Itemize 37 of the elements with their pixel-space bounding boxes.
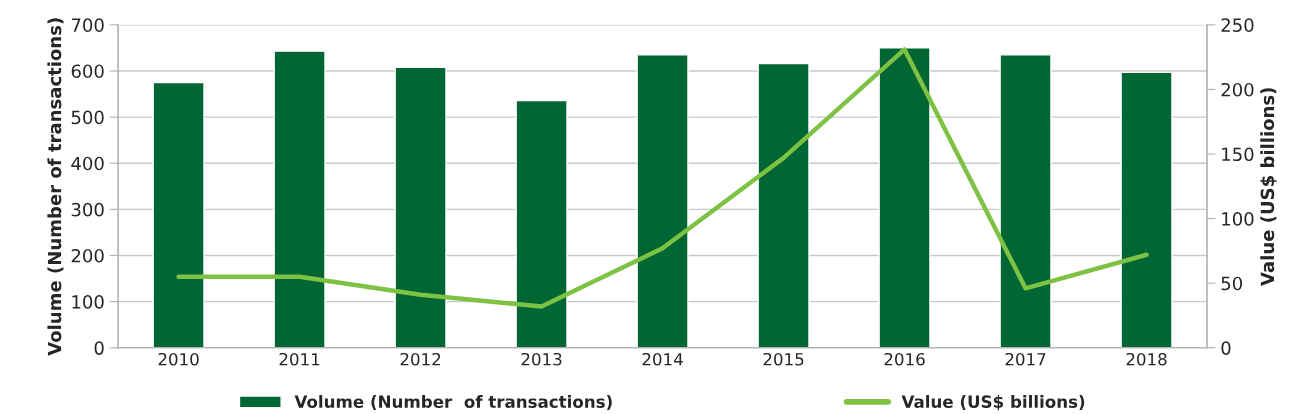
bar: [273, 50, 326, 348]
x-tick-label: 2015: [763, 352, 804, 366]
y-tick-label: 700: [71, 18, 104, 32]
x-tick-label: 2012: [400, 352, 441, 366]
bar: [757, 62, 810, 348]
x-tick-label: 2013: [521, 352, 562, 366]
y2-tick-label: 200: [1221, 82, 1254, 97]
y-tick-label: 500: [71, 110, 104, 125]
y-tick-label: 400: [71, 156, 104, 171]
y2-tick-label: 0: [1221, 341, 1231, 355]
y-tick-label: 100: [72, 295, 104, 309]
x-tick-label: 2014: [642, 352, 683, 366]
x-tick-label: 2011: [279, 352, 320, 366]
x-tick-label: 2018: [1126, 352, 1167, 366]
bar: [515, 99, 568, 348]
y2-tick-label: 100: [1222, 212, 1254, 226]
x-tick-label: 2010: [158, 352, 199, 366]
y2-axis-title: Value (US$ billions): [1260, 88, 1277, 286]
y-tick-label: 300: [71, 202, 104, 217]
y-tick-label: 600: [71, 64, 104, 79]
bar: [394, 66, 447, 348]
y2-tick-label: 50: [1221, 276, 1243, 291]
y2-tick-label: 250: [1221, 18, 1254, 32]
y-tick-label: 0: [94, 341, 104, 355]
bar: [878, 47, 931, 348]
legend-label: Volume (Number of transactions): [294, 395, 612, 410]
line-series: [176, 47, 1149, 309]
y-axis-title: Volume (Number of transactions): [47, 18, 64, 356]
bar: [152, 81, 205, 348]
bar: [999, 54, 1052, 348]
bar: [636, 54, 689, 348]
y-tick-label: 200: [71, 248, 104, 263]
x-tick-label: 2017: [1005, 352, 1046, 366]
legend-label: Value (US$ billions): [901, 395, 1085, 411]
x-tick-label: 2016: [884, 352, 925, 366]
y2-tick-label: 150: [1222, 147, 1254, 162]
bar: [1120, 71, 1173, 348]
